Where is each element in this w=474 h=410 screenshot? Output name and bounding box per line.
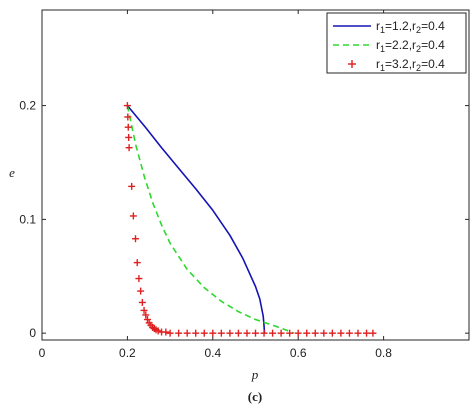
series-3-point <box>183 329 191 337</box>
series-3-point <box>252 329 259 337</box>
legend-label-series-1: r1=1.2,r2=0.4 <box>376 19 445 35</box>
legend-label-series-2: r1=2.2,r2=0.4 <box>376 38 445 54</box>
series-3-point <box>260 329 268 337</box>
y-axis-label: e <box>9 165 15 180</box>
y-axis: 0 0.1 0.2 <box>19 99 469 340</box>
series-3-point <box>369 329 377 337</box>
series-3-point <box>192 329 200 337</box>
series-3-point <box>166 329 174 337</box>
series-3-point <box>133 259 141 267</box>
x-axis: 0 0.2 0.4 0.6 0.8 <box>39 10 392 360</box>
legend-label-series-3: r1=3.2,r2=0.4 <box>376 57 445 73</box>
series-3-point <box>135 275 143 283</box>
series-3-point <box>125 133 133 141</box>
x-tick-label: 0.8 <box>375 346 392 360</box>
series-3-point <box>129 212 137 220</box>
series-3-point <box>124 113 132 121</box>
series-3-point <box>200 329 208 337</box>
series-3-point <box>123 102 131 110</box>
series-3-point <box>138 298 146 306</box>
legend-box <box>326 12 467 74</box>
x-tick-label: 0.4 <box>204 346 221 360</box>
x-axis-label: p <box>251 367 259 382</box>
y-tick-label: 0 <box>29 326 36 340</box>
x-tick-label: 0.2 <box>119 346 136 360</box>
series-3-point <box>303 329 311 337</box>
series-3-point <box>125 144 133 152</box>
series-3-point <box>337 329 345 337</box>
series-3-point <box>243 329 251 337</box>
series-1-line <box>126 105 266 334</box>
series-3-point <box>217 329 225 337</box>
series-3-point <box>142 311 150 319</box>
series-3-point <box>234 329 242 337</box>
series-3-point <box>226 329 234 337</box>
series-3-point <box>140 306 148 314</box>
series-3-point <box>209 329 217 337</box>
series-3-point <box>311 329 319 337</box>
x-tick-label: 0.6 <box>290 346 307 360</box>
series-3-point <box>137 287 145 295</box>
legend: r1=1.2,r2=0.4 r1=2.2,r2=0.4 r1=3.2,r2=0.… <box>326 12 467 74</box>
series-3-point <box>128 182 136 190</box>
series-3-point <box>363 329 371 337</box>
y-tick-label: 0.2 <box>19 99 36 113</box>
figure-caption: (c) <box>248 389 262 404</box>
series-3-point <box>320 329 328 337</box>
plot-series <box>123 102 377 337</box>
series-3-point <box>154 327 162 335</box>
series-3-point <box>269 329 277 337</box>
series-3-point <box>277 329 285 337</box>
series-3-point <box>345 329 353 337</box>
y-tick-label: 0.1 <box>19 212 36 226</box>
series-3-point <box>294 329 302 337</box>
series-3-point <box>175 329 183 337</box>
series-3-point <box>286 329 294 337</box>
x-tick-label: 0 <box>39 346 46 360</box>
legend-swatch-series-3 <box>348 60 356 68</box>
series-3-point <box>162 328 170 336</box>
series-3-markers <box>123 102 377 337</box>
series-3-point <box>132 235 140 243</box>
series-3-point <box>124 123 132 131</box>
series-3-point <box>354 329 362 337</box>
series-3-point <box>328 329 336 337</box>
